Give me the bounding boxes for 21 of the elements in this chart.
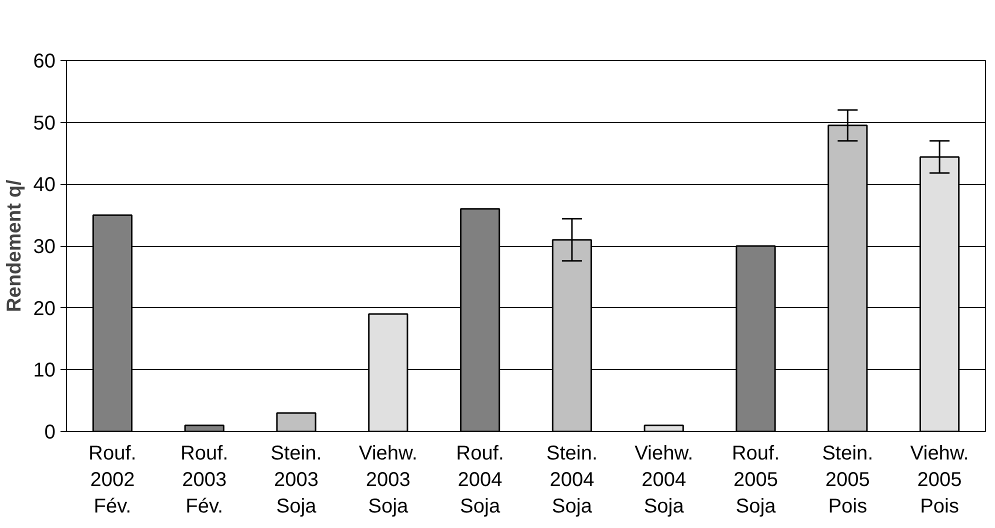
y-tick-label: 40 [33,174,56,196]
y-tick-label: 10 [33,360,56,382]
x-tick-label: Rouf. 2005 Soja [732,442,780,518]
bar [644,424,684,432]
y-tick-label: 60 [33,50,56,72]
x-tick-label: Stein. 2004 Soja [546,442,598,518]
bar [276,412,316,432]
x-tick-label: Viehw. 2003 Soja [358,442,418,518]
x-tick-label: Stein. 2003 Soja [270,442,322,518]
x-tick-label: Stein. 2005 Pois [822,442,874,518]
y-tick-label: 0 [44,422,56,444]
y-axis-title: Rendement q/ [3,179,26,312]
x-tick-label: Rouf. 2002 Fév. [88,442,136,518]
bar [184,424,224,432]
y-tick-label: 50 [33,112,56,134]
y-tick-label: 30 [33,236,56,258]
x-tick-label: Rouf. 2004 Soja [456,442,504,518]
x-tick-label: Viehw. 2004 Soja [634,442,694,518]
x-tick-label: Rouf. 2003 Fév. [180,442,228,518]
y-tick-label: 20 [33,298,56,320]
x-tick-label: Viehw. 2005 Pois [910,442,969,518]
